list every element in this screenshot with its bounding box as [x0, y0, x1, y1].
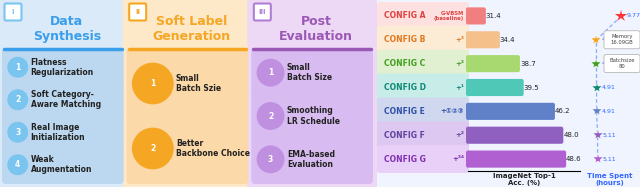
- FancyBboxPatch shape: [377, 50, 469, 78]
- Text: CONFIG D: CONFIG D: [384, 83, 426, 92]
- Circle shape: [257, 103, 284, 129]
- Circle shape: [132, 128, 173, 169]
- Text: 48.6: 48.6: [566, 156, 582, 162]
- FancyBboxPatch shape: [466, 7, 486, 24]
- Text: 3: 3: [268, 155, 273, 164]
- FancyBboxPatch shape: [252, 135, 373, 184]
- Text: +²: +²: [455, 132, 464, 138]
- Text: 38.7: 38.7: [520, 61, 536, 67]
- FancyBboxPatch shape: [377, 97, 469, 125]
- Text: III: III: [259, 9, 266, 15]
- Text: Real Image
Initialization: Real Image Initialization: [31, 122, 85, 142]
- Circle shape: [8, 57, 28, 77]
- FancyBboxPatch shape: [377, 121, 469, 149]
- Text: +¹: +¹: [455, 85, 464, 91]
- FancyBboxPatch shape: [129, 4, 146, 21]
- Text: 1: 1: [150, 79, 156, 88]
- Text: II: II: [135, 9, 140, 15]
- Text: +①②③: +①②③: [440, 108, 464, 114]
- Text: Soft Category-
Aware Matching: Soft Category- Aware Matching: [31, 90, 100, 109]
- FancyBboxPatch shape: [252, 91, 373, 141]
- FancyBboxPatch shape: [377, 2, 469, 30]
- FancyBboxPatch shape: [466, 31, 500, 48]
- FancyBboxPatch shape: [123, 0, 252, 187]
- FancyBboxPatch shape: [127, 113, 248, 184]
- FancyBboxPatch shape: [2, 113, 124, 151]
- FancyBboxPatch shape: [466, 55, 520, 72]
- Text: +³⁴: +³⁴: [452, 156, 464, 162]
- Text: CONFIG G: CONFIG G: [384, 155, 426, 164]
- Text: CONFIG E: CONFIG E: [384, 107, 425, 116]
- Text: EMA-based
Evaluation: EMA-based Evaluation: [287, 150, 335, 169]
- Text: 2: 2: [268, 111, 273, 120]
- Text: Time Spent
(hours): Time Spent (hours): [588, 173, 633, 186]
- FancyBboxPatch shape: [2, 80, 124, 119]
- Text: 34.4: 34.4: [500, 37, 515, 43]
- FancyBboxPatch shape: [252, 48, 373, 97]
- Text: CONFIG B: CONFIG B: [384, 35, 426, 44]
- FancyBboxPatch shape: [247, 0, 377, 187]
- Text: Weak
Augmentation: Weak Augmentation: [31, 155, 92, 174]
- Text: Batchsize
80: Batchsize 80: [609, 58, 635, 69]
- Text: 9.77: 9.77: [627, 13, 640, 19]
- Text: 2: 2: [15, 95, 20, 104]
- Circle shape: [8, 155, 28, 174]
- Text: Memory
16.09GB: Memory 16.09GB: [611, 34, 634, 45]
- Text: Flatness
Regularization: Flatness Regularization: [31, 58, 94, 77]
- Text: 5.11: 5.11: [603, 133, 616, 138]
- Circle shape: [8, 122, 28, 142]
- FancyBboxPatch shape: [377, 73, 469, 101]
- Text: I: I: [12, 9, 14, 15]
- Circle shape: [8, 90, 28, 110]
- FancyBboxPatch shape: [466, 103, 555, 120]
- Text: 4: 4: [15, 160, 20, 169]
- Text: 4.91: 4.91: [602, 85, 616, 90]
- FancyBboxPatch shape: [2, 145, 124, 184]
- FancyBboxPatch shape: [466, 151, 566, 168]
- Text: 39.5: 39.5: [524, 85, 540, 91]
- Circle shape: [257, 146, 284, 173]
- Text: +²: +²: [455, 61, 464, 67]
- FancyBboxPatch shape: [2, 48, 124, 87]
- Text: Smoothing
LR Schedule: Smoothing LR Schedule: [287, 106, 340, 126]
- FancyBboxPatch shape: [604, 55, 640, 73]
- Text: 31.4: 31.4: [486, 13, 502, 19]
- Text: G-VBSM
(baseline): G-VBSM (baseline): [434, 11, 464, 21]
- Text: Soft Label
Generation: Soft Label Generation: [152, 15, 230, 43]
- Circle shape: [257, 59, 284, 86]
- FancyBboxPatch shape: [254, 4, 271, 21]
- Text: 4.89: 4.89: [602, 61, 615, 66]
- Text: 5.11: 5.11: [603, 157, 616, 162]
- Text: CONFIG F: CONFIG F: [384, 131, 425, 140]
- Text: 3: 3: [15, 128, 20, 137]
- Text: ImageNet Top-1
Acc. (%): ImageNet Top-1 Acc. (%): [493, 173, 556, 186]
- Text: Post
Evaluation: Post Evaluation: [279, 15, 353, 43]
- Text: 48.0: 48.0: [563, 132, 579, 138]
- FancyBboxPatch shape: [0, 0, 127, 187]
- FancyBboxPatch shape: [466, 79, 524, 96]
- FancyBboxPatch shape: [127, 48, 248, 119]
- Text: 1: 1: [15, 63, 20, 72]
- FancyBboxPatch shape: [604, 31, 640, 49]
- FancyBboxPatch shape: [466, 127, 563, 144]
- Text: Small
Batch Szie: Small Batch Szie: [176, 74, 221, 93]
- Text: Better
Backbone Choice: Better Backbone Choice: [176, 139, 250, 158]
- Circle shape: [132, 63, 173, 104]
- FancyBboxPatch shape: [377, 26, 469, 54]
- FancyBboxPatch shape: [4, 4, 22, 21]
- Text: 1: 1: [268, 68, 273, 77]
- Text: Small
Batch Size: Small Batch Size: [287, 63, 332, 82]
- Text: 4.89: 4.89: [602, 37, 615, 42]
- Text: 2: 2: [150, 144, 156, 153]
- Text: CONFIG C: CONFIG C: [384, 59, 425, 68]
- Text: Data
Synthesis: Data Synthesis: [33, 15, 101, 43]
- Text: CONFIG A: CONFIG A: [384, 11, 426, 20]
- FancyBboxPatch shape: [377, 145, 469, 173]
- Text: +³: +³: [455, 37, 464, 43]
- Text: 46.2: 46.2: [555, 108, 570, 114]
- Text: 4.91: 4.91: [602, 109, 616, 114]
